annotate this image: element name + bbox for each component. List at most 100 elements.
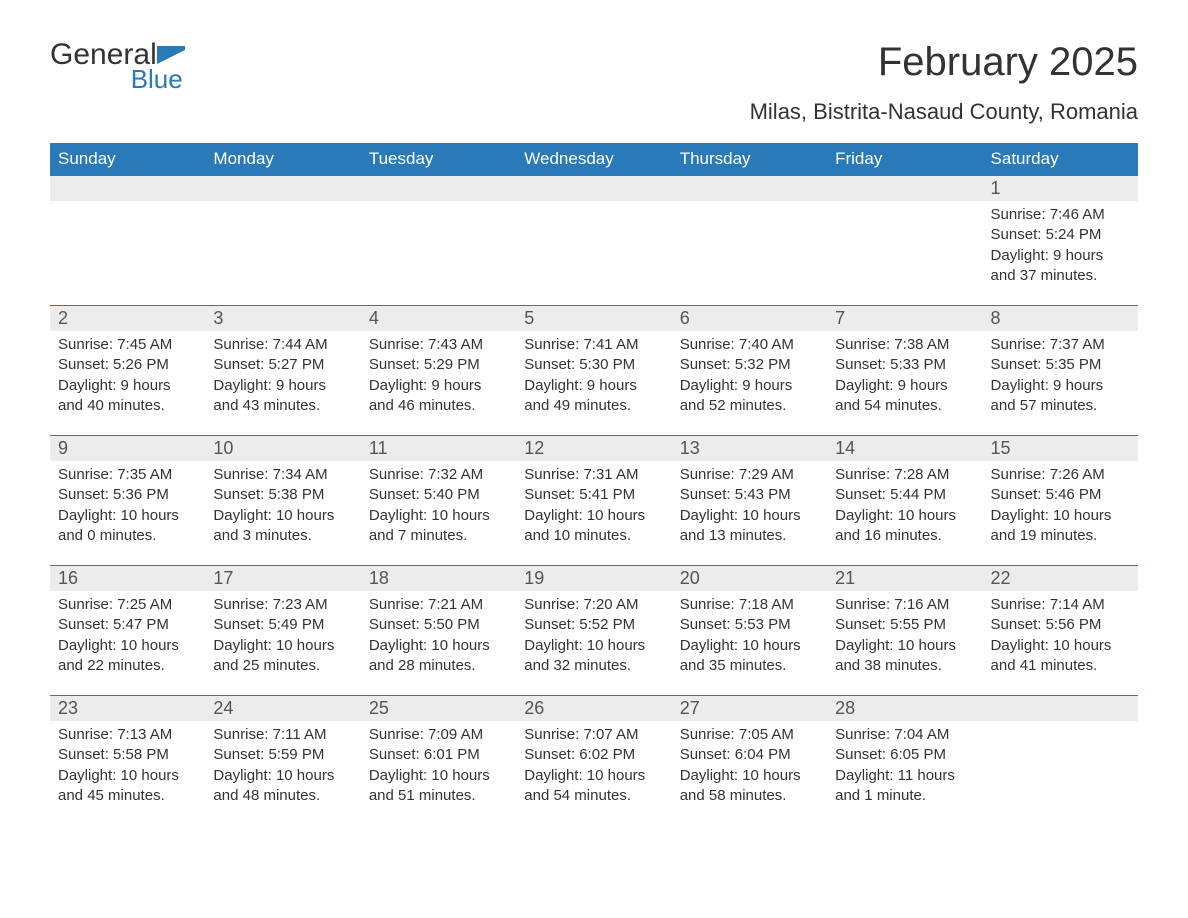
day-number	[983, 696, 1138, 721]
calendar-day-cell: 8Sunrise: 7:37 AMSunset: 5:35 PMDaylight…	[983, 306, 1138, 436]
day-dl2: and 3 minutes.	[213, 526, 352, 546]
day-sunset: Sunset: 5:35 PM	[991, 355, 1130, 375]
day-number: 16	[50, 566, 205, 591]
day-dl1: Daylight: 10 hours	[58, 636, 197, 656]
day-number: 25	[361, 696, 516, 721]
logo-text: General Blue	[50, 40, 185, 92]
calendar-day-cell	[672, 176, 827, 306]
calendar-day-cell: 11Sunrise: 7:32 AMSunset: 5:40 PMDayligh…	[361, 436, 516, 566]
day-number	[827, 176, 982, 201]
day-dl2: and 16 minutes.	[835, 526, 974, 546]
calendar-day-cell: 14Sunrise: 7:28 AMSunset: 5:44 PMDayligh…	[827, 436, 982, 566]
day-content: Sunrise: 7:32 AMSunset: 5:40 PMDaylight:…	[361, 461, 516, 554]
logo-flag-icon	[157, 46, 185, 64]
calendar-week-row: 16Sunrise: 7:25 AMSunset: 5:47 PMDayligh…	[50, 566, 1138, 696]
day-content: Sunrise: 7:38 AMSunset: 5:33 PMDaylight:…	[827, 331, 982, 424]
day-number: 17	[205, 566, 360, 591]
day-dl1: Daylight: 9 hours	[991, 246, 1130, 266]
calendar-day-cell: 13Sunrise: 7:29 AMSunset: 5:43 PMDayligh…	[672, 436, 827, 566]
day-dl1: Daylight: 11 hours	[835, 766, 974, 786]
calendar-week-row: 23Sunrise: 7:13 AMSunset: 5:58 PMDayligh…	[50, 696, 1138, 826]
day-sunset: Sunset: 6:05 PM	[835, 745, 974, 765]
day-sunrise: Sunrise: 7:44 AM	[213, 335, 352, 355]
day-content: Sunrise: 7:28 AMSunset: 5:44 PMDaylight:…	[827, 461, 982, 554]
day-sunrise: Sunrise: 7:20 AM	[524, 595, 663, 615]
day-sunset: Sunset: 5:52 PM	[524, 615, 663, 635]
day-dl2: and 38 minutes.	[835, 656, 974, 676]
title-block: February 2025 Milas, Bistrita-Nasaud Cou…	[750, 40, 1138, 135]
day-sunset: Sunset: 5:33 PM	[835, 355, 974, 375]
day-number: 8	[983, 306, 1138, 331]
day-dl1: Daylight: 10 hours	[369, 766, 508, 786]
calendar-day-cell: 9Sunrise: 7:35 AMSunset: 5:36 PMDaylight…	[50, 436, 205, 566]
day-sunset: Sunset: 5:38 PM	[213, 485, 352, 505]
day-number: 24	[205, 696, 360, 721]
day-content: Sunrise: 7:41 AMSunset: 5:30 PMDaylight:…	[516, 331, 671, 424]
calendar-day-cell: 17Sunrise: 7:23 AMSunset: 5:49 PMDayligh…	[205, 566, 360, 696]
day-dl1: Daylight: 10 hours	[58, 766, 197, 786]
day-number	[516, 176, 671, 201]
day-dl1: Daylight: 10 hours	[369, 636, 508, 656]
day-sunrise: Sunrise: 7:38 AM	[835, 335, 974, 355]
day-dl2: and 57 minutes.	[991, 396, 1130, 416]
day-sunset: Sunset: 5:53 PM	[680, 615, 819, 635]
day-sunset: Sunset: 6:01 PM	[369, 745, 508, 765]
day-number: 13	[672, 436, 827, 461]
day-number: 10	[205, 436, 360, 461]
day-number	[361, 176, 516, 201]
day-sunset: Sunset: 5:26 PM	[58, 355, 197, 375]
weekday-header: Friday	[827, 143, 982, 176]
day-number: 28	[827, 696, 982, 721]
calendar-week-row: 9Sunrise: 7:35 AMSunset: 5:36 PMDaylight…	[50, 436, 1138, 566]
day-content: Sunrise: 7:35 AMSunset: 5:36 PMDaylight:…	[50, 461, 205, 554]
day-number: 12	[516, 436, 671, 461]
day-sunrise: Sunrise: 7:07 AM	[524, 725, 663, 745]
day-number	[672, 176, 827, 201]
day-sunset: Sunset: 6:02 PM	[524, 745, 663, 765]
day-dl2: and 48 minutes.	[213, 786, 352, 806]
day-number: 26	[516, 696, 671, 721]
day-sunset: Sunset: 5:32 PM	[680, 355, 819, 375]
calendar-day-cell: 18Sunrise: 7:21 AMSunset: 5:50 PMDayligh…	[361, 566, 516, 696]
calendar-day-cell: 22Sunrise: 7:14 AMSunset: 5:56 PMDayligh…	[983, 566, 1138, 696]
day-dl1: Daylight: 10 hours	[835, 506, 974, 526]
day-sunrise: Sunrise: 7:35 AM	[58, 465, 197, 485]
day-dl2: and 13 minutes.	[680, 526, 819, 546]
calendar-day-cell: 24 Sunrise: 7:11 AMSunset: 5:59 PMDayligh…	[205, 696, 360, 826]
day-dl1: Daylight: 9 hours	[213, 376, 352, 396]
calendar-day-cell: 12Sunrise: 7:31 AMSunset: 5:41 PMDayligh…	[516, 436, 671, 566]
weekday-header: Sunday	[50, 143, 205, 176]
day-number: 11	[361, 436, 516, 461]
day-content: Sunrise: 7:07 AMSunset: 6:02 PMDaylight:…	[516, 721, 671, 814]
day-dl2: and 49 minutes.	[524, 396, 663, 416]
day-content: Sunrise: 7:14 AMSunset: 5:56 PMDaylight:…	[983, 591, 1138, 684]
day-sunrise: Sunrise: 7:11 AM	[213, 725, 352, 745]
calendar-day-cell	[50, 176, 205, 306]
day-dl1: Daylight: 10 hours	[680, 766, 819, 786]
day-sunset: Sunset: 5:47 PM	[58, 615, 197, 635]
day-sunset: Sunset: 5:27 PM	[213, 355, 352, 375]
day-dl1: Daylight: 10 hours	[213, 506, 352, 526]
day-dl2: and 43 minutes.	[213, 396, 352, 416]
day-number: 15	[983, 436, 1138, 461]
day-number: 21	[827, 566, 982, 591]
day-sunrise: Sunrise: 7:18 AM	[680, 595, 819, 615]
day-content: Sunrise: 7:37 AMSunset: 5:35 PMDaylight:…	[983, 331, 1138, 424]
day-sunset: Sunset: 5:59 PM	[213, 745, 352, 765]
day-dl1: Daylight: 9 hours	[58, 376, 197, 396]
day-number: 18	[361, 566, 516, 591]
day-number: 1	[983, 176, 1138, 201]
day-number: 27	[672, 696, 827, 721]
day-sunset: Sunset: 5:30 PM	[524, 355, 663, 375]
day-dl2: and 28 minutes.	[369, 656, 508, 676]
calendar-day-cell: 25Sunrise: 7:09 AMSunset: 6:01 PMDayligh…	[361, 696, 516, 826]
day-sunset: Sunset: 5:40 PM	[369, 485, 508, 505]
day-dl2: and 51 minutes.	[369, 786, 508, 806]
day-sunset: Sunset: 5:41 PM	[524, 485, 663, 505]
day-content: Sunrise: 7:43 AMSunset: 5:29 PMDaylight:…	[361, 331, 516, 424]
day-dl2: and 46 minutes.	[369, 396, 508, 416]
calendar-day-cell: 19Sunrise: 7:20 AMSunset: 5:52 PMDayligh…	[516, 566, 671, 696]
calendar-table: SundayMondayTuesdayWednesdayThursdayFrid…	[50, 143, 1138, 826]
calendar-day-cell: 2Sunrise: 7:45 AMSunset: 5:26 PMDaylight…	[50, 306, 205, 436]
day-dl1: Daylight: 10 hours	[213, 766, 352, 786]
